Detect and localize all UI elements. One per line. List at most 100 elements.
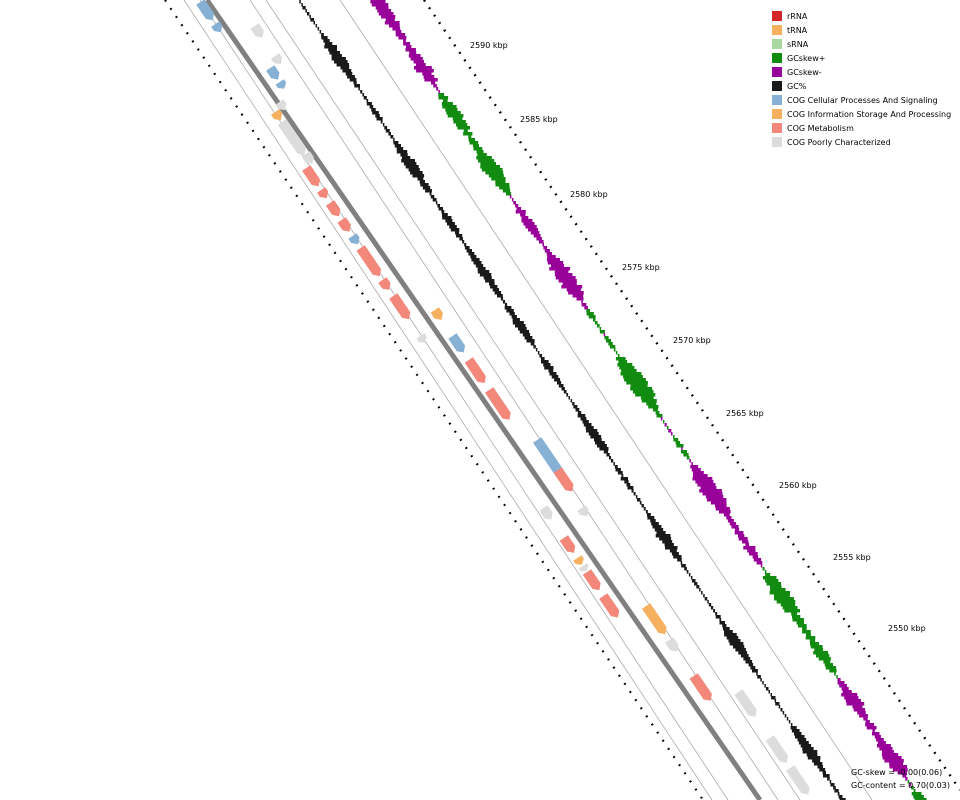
- profile-segment: [375, 6, 389, 10]
- profile-segment: [544, 249, 550, 253]
- profile-segment: [834, 789, 839, 793]
- profile-segment: [715, 615, 721, 619]
- profile-segment: [470, 255, 477, 259]
- profile-segment: [497, 294, 503, 298]
- cog-feature-arrow: [250, 23, 264, 38]
- profile-segment: [715, 612, 718, 616]
- profile-segment: [882, 750, 894, 754]
- profile-segment: [795, 735, 805, 739]
- tick-label-2575: 2575 kbp: [622, 263, 660, 272]
- profile-segment: [554, 378, 561, 382]
- profile-segment: [509, 195, 512, 199]
- profile-segment: [544, 366, 554, 370]
- profile-segment: [542, 243, 544, 247]
- profile-segment: [631, 489, 634, 493]
- profile-segment: [745, 543, 750, 547]
- profile-segment: [633, 492, 636, 496]
- profile-segment: [694, 582, 698, 586]
- profile-segment: [802, 747, 814, 751]
- profile-segment: [481, 168, 503, 172]
- profile-segment: [436, 87, 439, 91]
- profile-segment: [776, 600, 796, 604]
- profile-segment: [538, 240, 544, 244]
- profile-segment: [778, 705, 781, 709]
- profile-segment: [829, 780, 832, 784]
- profile-segment: [691, 468, 701, 472]
- profile-segment: [673, 438, 679, 442]
- profile-segment: [321, 33, 324, 37]
- profile-segment: [405, 48, 416, 52]
- profile-segment: [353, 81, 357, 85]
- profile-segment: [366, 102, 372, 106]
- legend-item-gcskew-plus: GCskew+: [772, 51, 951, 65]
- profile-segment: [588, 315, 596, 319]
- profile-segment: [681, 447, 683, 451]
- profile-segment: [376, 117, 383, 121]
- profile-segment: [693, 474, 708, 478]
- cog-feature-arrow: [378, 277, 391, 290]
- profile-segment: [423, 75, 435, 79]
- profile-segment: [581, 303, 587, 307]
- cog-feature-arrow: [665, 637, 679, 652]
- profile-segment: [388, 132, 391, 136]
- tick-label-2565: 2565 kbp: [726, 409, 764, 418]
- profile-segment: [310, 18, 315, 22]
- profile-segment: [723, 513, 730, 517]
- profile-segment: [340, 66, 350, 70]
- profile-segment: [724, 633, 737, 637]
- profile-segment: [853, 708, 866, 712]
- tick-label-2555: 2555 kbp: [833, 553, 871, 562]
- profile-segment: [771, 696, 776, 700]
- profile-segment: [724, 630, 733, 634]
- profile-segment: [617, 354, 620, 358]
- profile-segment: [722, 624, 727, 628]
- profile-segment: [865, 723, 875, 727]
- profile-segment: [907, 780, 910, 784]
- legend-item-cog-information: COG Information Storage And Processing: [772, 107, 951, 121]
- profile-segment: [800, 744, 812, 748]
- profile-segment: [705, 495, 724, 499]
- profile-segment: [568, 396, 570, 400]
- profile-segment: [362, 93, 365, 97]
- profile-segment: [597, 444, 607, 448]
- legend-swatch: [772, 123, 782, 133]
- profile-segment: [546, 252, 552, 256]
- profile-segment: [760, 678, 762, 682]
- profile-segment: [489, 282, 495, 286]
- profile-segment: [328, 48, 337, 52]
- profile-segment: [485, 171, 504, 175]
- profile-segment: [464, 246, 470, 250]
- profile-segment: [805, 636, 816, 640]
- profile-segment: [872, 732, 880, 736]
- profile-segment: [621, 474, 624, 478]
- profile-segment: [539, 354, 542, 358]
- profile-segment: [876, 738, 884, 742]
- profile-segment: [604, 336, 609, 340]
- profile-segment: [511, 198, 514, 202]
- profile-segment: [780, 708, 783, 712]
- profile-segment: [371, 3, 389, 7]
- profile-segment: [473, 261, 482, 265]
- profile-segment: [603, 333, 606, 337]
- profile-segment: [738, 651, 748, 655]
- profile-segment: [479, 273, 492, 277]
- profile-segment: [555, 276, 576, 280]
- guide-line: [265, 0, 801, 800]
- profile-segment: [750, 666, 756, 670]
- profile-segment: [659, 537, 672, 541]
- cog-feature-arrow: [275, 79, 287, 89]
- profile-segment: [889, 765, 908, 769]
- profile-segment: [412, 174, 425, 178]
- profile-segment: [506, 192, 512, 196]
- profile-segment: [551, 264, 565, 268]
- profile-segment: [626, 381, 648, 385]
- profile-segment: [389, 24, 400, 28]
- tick-label-2580: 2580 kbp: [570, 190, 608, 199]
- profile-segment: [415, 63, 426, 67]
- profile-segment: [834, 672, 836, 676]
- cog-feature-arrow: [599, 593, 620, 618]
- profile-segment: [762, 681, 764, 685]
- profile-segment: [299, 0, 301, 4]
- profile-segment: [911, 786, 914, 790]
- cog-feature-arrow: [416, 333, 427, 343]
